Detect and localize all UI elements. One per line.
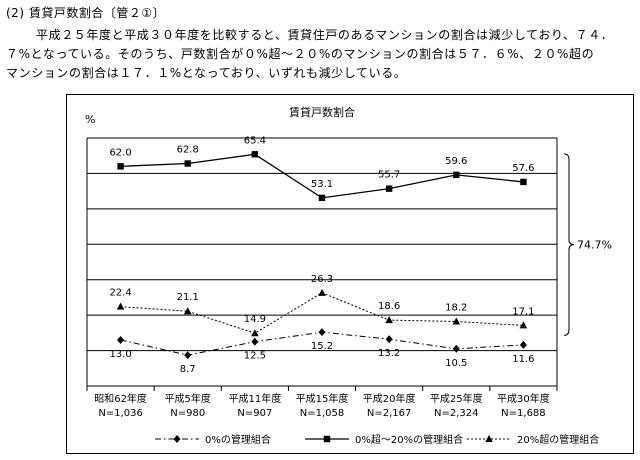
data-point [318,288,326,296]
data-label: 17.1 [512,306,534,317]
legend-marker [485,435,493,442]
data-label: 14.9 [244,314,266,325]
data-point [519,321,528,329]
x-tick-sublabel: N=2,324 [434,408,479,419]
data-label: 13.0 [109,349,131,360]
legend-label: 20%超の管理組合 [517,433,599,446]
data-label: 26.3 [311,274,333,285]
data-label: 11.6 [512,354,534,365]
data-point [184,160,191,167]
data-point [385,185,393,192]
x-tick-label: 平成30年度 [497,392,550,405]
data-label: 53.1 [311,179,333,190]
x-tick-label: 平成20年度 [363,392,416,405]
data-point [452,344,460,353]
data-point [519,340,527,349]
data-label: 8.7 [180,364,196,375]
legend-label: 0%の管理組合 [205,433,271,446]
data-point [385,335,393,344]
data-label: 21.1 [177,292,199,303]
legend-label: 0%超～20%の管理組合 [355,433,463,446]
x-tick-label: 平成15年度 [296,392,349,405]
data-point [453,171,460,179]
x-tick-sublabel: N=1,058 [300,408,345,419]
data-point [117,163,124,170]
data-point [385,316,393,324]
data-point [251,151,259,158]
data-point [452,317,461,325]
legend-marker [323,435,331,443]
chart-title: 賃貸戸数割合 [289,105,355,119]
data-point [117,335,125,344]
x-tick-label: 平成11年度 [228,392,281,405]
section-heading: (2) 賃貸戸数割合〔管２①〕 [6,6,166,20]
data-point [116,302,125,310]
brace-annotation [563,153,575,336]
data-label: 57.6 [512,163,534,174]
data-label: 18.6 [378,301,400,312]
data-label: 18.2 [445,303,467,314]
x-tick-sublabel: N=1,688 [501,408,546,419]
data-point [520,178,527,186]
summary-line-2: ７%となっている。そのうち、戸数割合が０%超～２０%のマンションの割合は５７．６… [6,47,595,61]
data-label: 12.5 [244,351,266,362]
data-label: 59.6 [445,156,467,167]
x-tick-label: 平成5年度 [165,392,211,405]
summary-line-1: 平成２５年度と平成３０年度を比較すると、賃貸住戸のあるマンションの割合は減少して… [36,28,614,42]
data-label: 13.2 [378,348,400,359]
x-tick-sublabel: N=1,036 [98,408,143,419]
data-point [318,194,326,202]
line-chart: 賃貸戸数割合%0.010.020.030.040.050.060.070.0昭和… [85,105,612,446]
legend-marker [173,435,181,443]
brace-annotation-label: 74.7% [577,239,612,252]
chart-frame: 賃貸戸数割合%0.010.020.030.040.050.060.070.0昭和… [66,94,634,454]
x-tick-sublabel: N=2,167 [367,408,412,419]
data-label: 55.7 [378,170,400,181]
data-label: 62.8 [177,145,199,156]
summary-line-3: マンションの割合は１７．１%となっており、いずれも減少している。 [6,66,407,80]
data-label: 22.4 [109,288,131,299]
data-point [184,351,192,360]
x-tick-label: 平成25年度 [430,392,483,405]
data-point [183,307,192,315]
data-point [318,328,326,337]
data-label: 10.5 [445,358,467,369]
data-label: 62.0 [109,147,131,158]
x-tick-label: 昭和62年度 [94,392,147,405]
x-tick-sublabel: N=980 [170,408,205,419]
data-point [251,329,259,337]
y-axis-unit-label: % [85,113,95,126]
summary-paragraph: 平成２５年度と平成３０年度を比較すると、賃貸住戸のあるマンションの割合は減少して… [6,26,636,83]
data-label: 65.4 [244,135,266,146]
data-point [251,337,259,346]
data-label: 15.2 [311,341,333,352]
x-tick-sublabel: N=907 [237,408,272,419]
